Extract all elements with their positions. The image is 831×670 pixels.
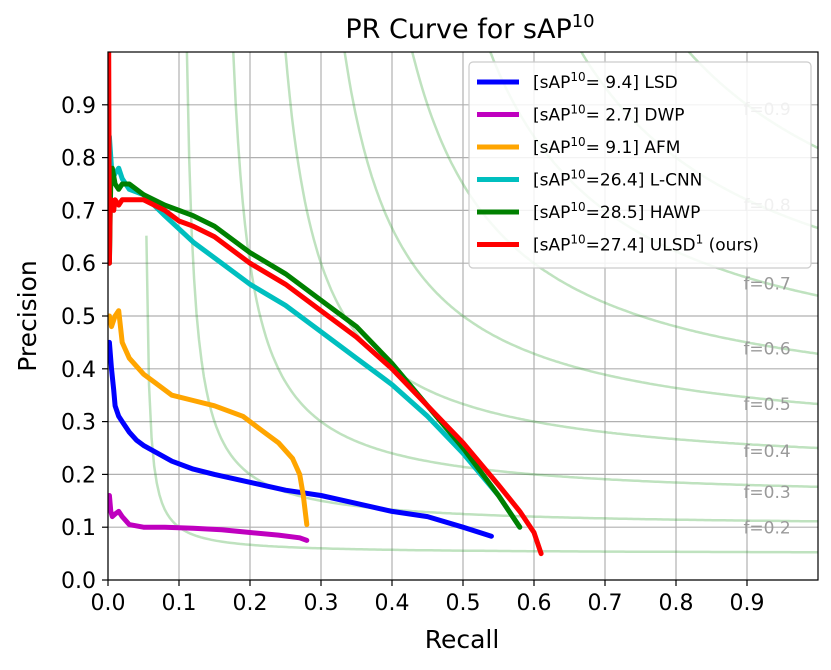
- x-tick-label: 0.5: [446, 591, 481, 616]
- x-tick-label: 0.1: [162, 591, 197, 616]
- series-lines: [108, 52, 544, 557]
- iso-f-label: f=0.2: [743, 519, 790, 539]
- legend-label: [sAP10=27.4] ULSD1 (ours): [533, 233, 759, 256]
- y-tick-label: 0.7: [61, 199, 96, 224]
- series-line-ulsd: [108, 52, 544, 557]
- y-tick-label: 0.4: [61, 358, 96, 383]
- iso-f-label: f=0.5: [743, 395, 790, 415]
- chart-title: PR Curve for sAP10: [345, 11, 594, 45]
- x-tick-label: 0.9: [730, 591, 765, 616]
- legend-label: [sAP10=28.5] HAWP: [533, 200, 700, 223]
- iso-f-label: f=0.4: [743, 442, 790, 462]
- y-tick-label: 0.9: [61, 94, 96, 119]
- x-tick-label: 0.6: [517, 591, 552, 616]
- y-axis-label: Precision: [13, 260, 42, 372]
- iso-f-curve: [232, 52, 818, 489]
- legend-label: [sAP10= 9.4] LSD: [533, 70, 678, 93]
- iso-f-curve: [410, 52, 818, 355]
- series-line-afm: [108, 308, 310, 528]
- y-tick-labels: 0.0 0.1 0.2 0.3 0.4 0.5 0.6 0.7 0.8 0.9: [61, 94, 108, 594]
- series-line-l-cnn: [108, 134, 523, 530]
- y-tick-label: 0.3: [61, 411, 96, 436]
- y-tick-label: 0.1: [61, 516, 96, 541]
- x-tick-label: 0.7: [588, 591, 623, 616]
- series-line-dwp: [108, 493, 310, 543]
- y-tick-label: 0.5: [61, 305, 96, 330]
- x-tick-label: 0.8: [659, 591, 694, 616]
- y-tick-label: 0.2: [61, 463, 96, 488]
- legend: [sAP10= 9.4] LSD [sAP10= 2.7] DWP [sAP10= …: [468, 61, 812, 269]
- iso-f-label: f=0.3: [743, 483, 790, 503]
- legend-label: [sAP10=26.4] L-CNN: [533, 168, 702, 191]
- legend-label: [sAP10= 2.7] DWP: [533, 103, 685, 126]
- x-axis-label: Recall: [425, 625, 500, 654]
- legend-box: [468, 61, 812, 269]
- x-tick-labels: 0.0 0.1 0.2 0.3 0.4 0.5 0.6 0.7 0.8 0.9: [91, 580, 765, 616]
- legend-label: [sAP10= 9.1] AFM: [533, 135, 680, 158]
- series-line-lsd: [108, 339, 494, 539]
- x-tick-label: 0.0: [91, 591, 126, 616]
- iso-f-curve: [185, 52, 818, 523]
- y-tick-label: 0.6: [61, 252, 96, 277]
- y-tick-label: 0.0: [61, 569, 96, 594]
- x-tick-label: 0.2: [233, 591, 268, 616]
- iso-f-curve: [343, 52, 818, 406]
- iso-f-label: f=0.6: [743, 340, 790, 360]
- iso-f-label: f=0.7: [743, 275, 790, 295]
- y-tick-label: 0.8: [61, 147, 96, 172]
- x-tick-label: 0.3: [304, 591, 339, 616]
- iso-f-curve: [145, 235, 818, 554]
- x-tick-label: 0.4: [375, 591, 410, 616]
